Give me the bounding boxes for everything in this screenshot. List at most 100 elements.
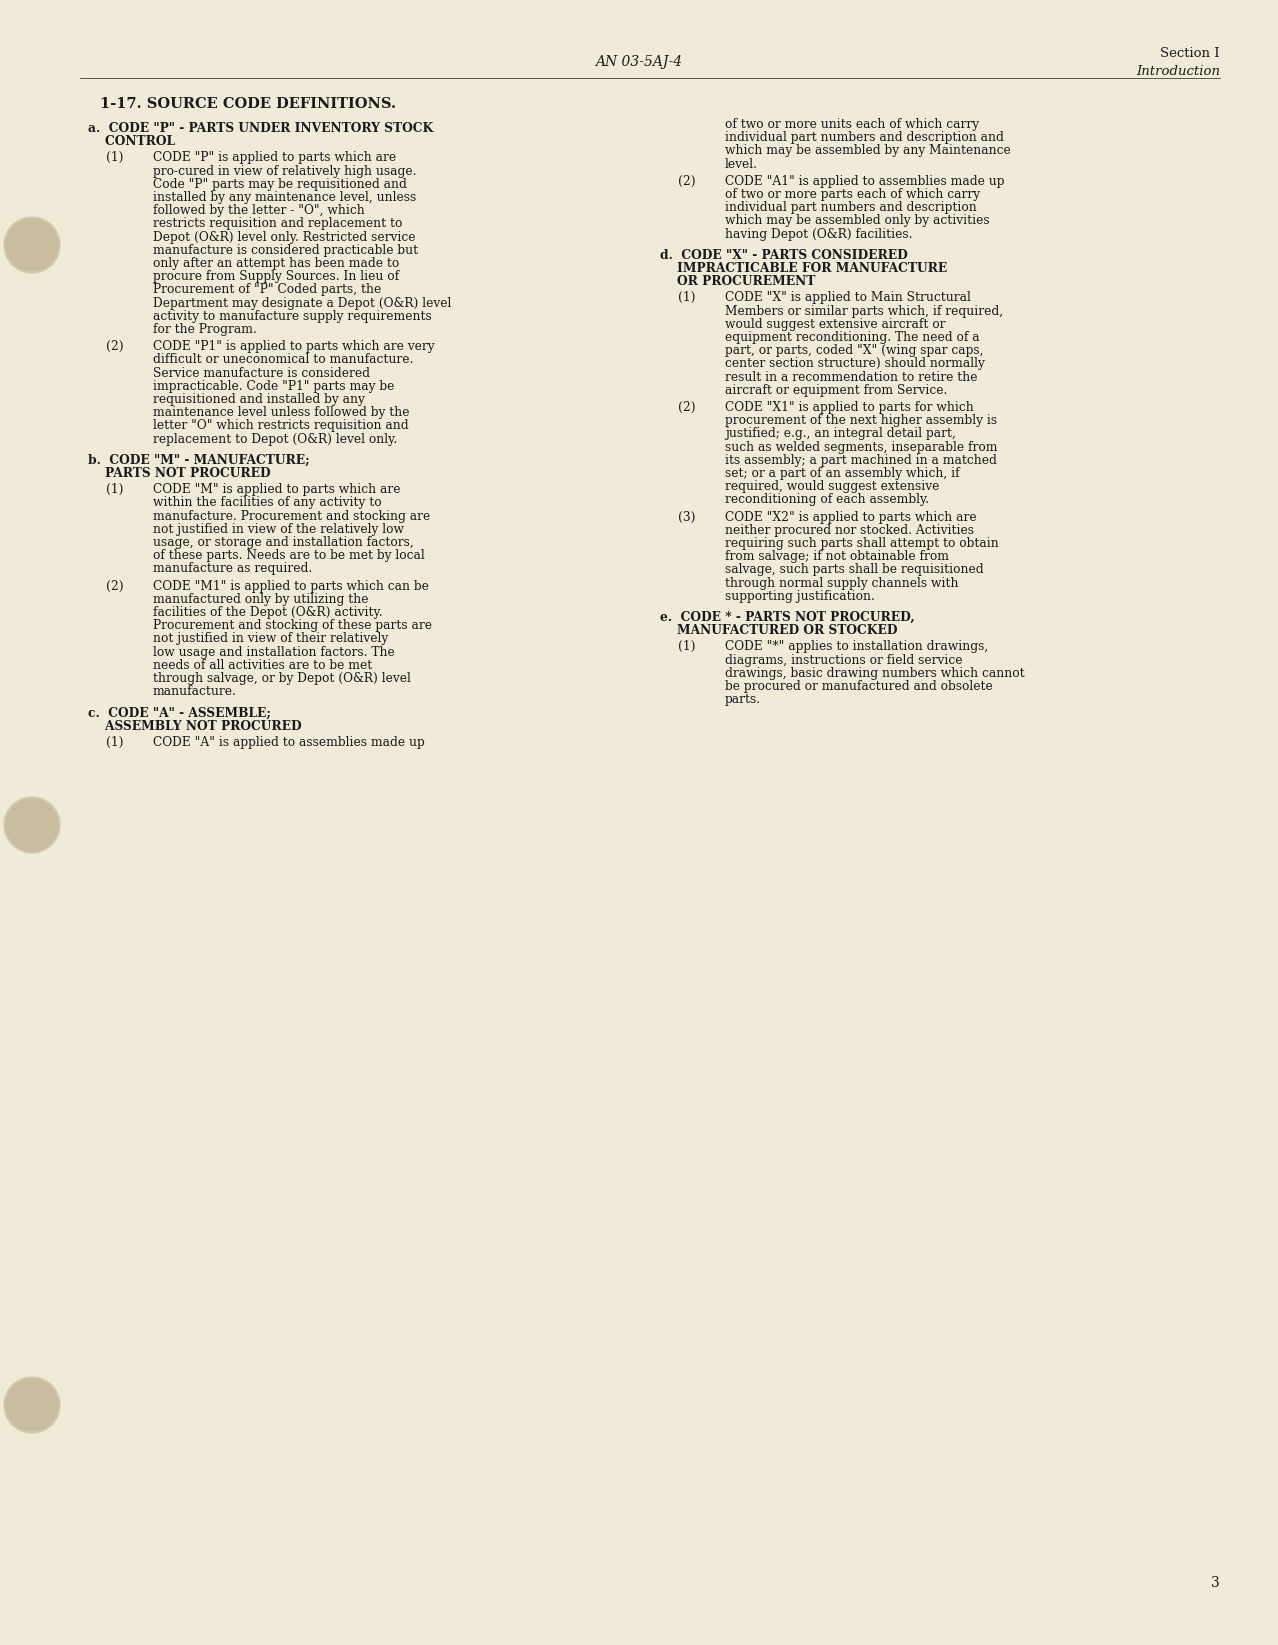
Text: MANUFACTURED OR STOCKED: MANUFACTURED OR STOCKED [659,623,897,637]
Text: its assembly; a part machined in a matched: its assembly; a part machined in a match… [725,454,997,467]
Text: salvage, such parts shall be requisitioned: salvage, such parts shall be requisition… [725,563,984,576]
Text: impracticable. Code "P1" parts may be: impracticable. Code "P1" parts may be [153,380,395,393]
Text: IMPRACTICABLE FOR MANUFACTURE: IMPRACTICABLE FOR MANUFACTURE [659,262,947,275]
Text: Members or similar parts which, if required,: Members or similar parts which, if requi… [725,304,1003,317]
Text: justified; e.g., an integral detail part,: justified; e.g., an integral detail part… [725,428,956,441]
Text: c.  CODE "A" - ASSEMBLE;: c. CODE "A" - ASSEMBLE; [88,706,271,719]
Text: through normal supply channels with: through normal supply channels with [725,577,958,589]
Text: through salvage, or by Depot (O&R) level: through salvage, or by Depot (O&R) level [153,673,410,684]
Text: CONTROL: CONTROL [88,135,175,148]
Text: manufacture.: manufacture. [153,686,236,697]
Text: such as welded segments, inseparable from: such as welded segments, inseparable fro… [725,441,998,454]
Text: difficult or uneconomical to manufacture.: difficult or uneconomical to manufacture… [153,354,413,367]
Text: result in a recommendation to retire the: result in a recommendation to retire the [725,370,978,383]
Text: parts.: parts. [725,693,762,706]
Text: reconditioning of each assembly.: reconditioning of each assembly. [725,494,929,507]
Text: CODE "M1" is applied to parts which can be: CODE "M1" is applied to parts which can … [153,579,429,592]
Text: Introduction: Introduction [1136,66,1220,77]
Text: activity to manufacture supply requirements: activity to manufacture supply requireme… [153,309,432,322]
Text: maintenance level unless followed by the: maintenance level unless followed by the [153,406,409,419]
Text: Depot (O&R) level only. Restricted service: Depot (O&R) level only. Restricted servi… [153,230,415,243]
Text: from salvage; if not obtainable from: from salvage; if not obtainable from [725,549,950,563]
Text: Code "P" parts may be requisitioned and: Code "P" parts may be requisitioned and [153,178,406,191]
Text: CODE "P1" is applied to parts which are very: CODE "P1" is applied to parts which are … [153,341,435,354]
Text: procurement of the next higher assembly is: procurement of the next higher assembly … [725,415,997,428]
Text: manufactured only by utilizing the: manufactured only by utilizing the [153,592,368,605]
Text: diagrams, instructions or field service: diagrams, instructions or field service [725,653,962,666]
Text: center section structure) should normally: center section structure) should normall… [725,357,985,370]
Text: for the Program.: for the Program. [153,322,257,336]
Text: level.: level. [725,158,758,171]
Text: requisitioned and installed by any: requisitioned and installed by any [153,393,366,406]
Circle shape [4,796,60,854]
Text: usage, or storage and installation factors,: usage, or storage and installation facto… [153,536,414,549]
Text: requiring such parts shall attempt to obtain: requiring such parts shall attempt to ob… [725,536,998,549]
Text: letter "O" which restricts requisition and: letter "O" which restricts requisition a… [153,419,409,433]
Text: manufacture is considered practicable but: manufacture is considered practicable bu… [153,243,418,257]
Text: (1): (1) [106,735,124,748]
Text: (1): (1) [106,151,124,164]
Text: Service manufacture is considered: Service manufacture is considered [153,367,371,380]
Text: AN 03-5AJ-4: AN 03-5AJ-4 [596,54,682,69]
Text: Procurement and stocking of these parts are: Procurement and stocking of these parts … [153,619,432,632]
Text: neither procured nor stocked. Activities: neither procured nor stocked. Activities [725,523,974,536]
Text: (3): (3) [679,510,695,523]
Text: only after an attempt has been made to: only after an attempt has been made to [153,257,399,270]
Text: manufacture. Procurement and stocking are: manufacture. Procurement and stocking ar… [153,510,431,523]
Text: of two or more parts each of which carry: of two or more parts each of which carry [725,188,980,201]
Text: pro-cured in view of relatively high usage.: pro-cured in view of relatively high usa… [153,164,417,178]
Text: PARTS NOT PROCURED: PARTS NOT PROCURED [88,467,271,480]
Text: b.  CODE "M" - MANUFACTURE;: b. CODE "M" - MANUFACTURE; [88,454,309,467]
Text: not justified in view of the relatively low: not justified in view of the relatively … [153,523,404,536]
Text: 3: 3 [1212,1576,1220,1591]
Text: d.  CODE "X" - PARTS CONSIDERED: d. CODE "X" - PARTS CONSIDERED [659,248,907,262]
Text: followed by the letter - "O", which: followed by the letter - "O", which [153,204,364,217]
Text: having Depot (O&R) facilities.: having Depot (O&R) facilities. [725,227,912,240]
Circle shape [6,799,58,850]
Circle shape [4,217,60,273]
Text: replacement to Depot (O&R) level only.: replacement to Depot (O&R) level only. [153,433,397,446]
Text: procure from Supply Sources. In lieu of: procure from Supply Sources. In lieu of [153,270,399,283]
Text: Section I: Section I [1160,48,1220,59]
Circle shape [4,1377,60,1433]
Text: CODE "X2" is applied to parts which are: CODE "X2" is applied to parts which are [725,510,976,523]
Text: CODE "X1" is applied to parts for which: CODE "X1" is applied to parts for which [725,401,974,415]
Text: which may be assembled by any Maintenance: which may be assembled by any Maintenanc… [725,145,1011,158]
Text: CODE "X" is applied to Main Structural: CODE "X" is applied to Main Structural [725,291,971,304]
Text: OR PROCUREMENT: OR PROCUREMENT [659,275,815,288]
Text: part, or parts, coded "X" (wing spar caps,: part, or parts, coded "X" (wing spar cap… [725,344,984,357]
Text: e.  CODE * - PARTS NOT PROCURED,: e. CODE * - PARTS NOT PROCURED, [659,610,915,623]
Text: restricts requisition and replacement to: restricts requisition and replacement to [153,217,403,230]
Text: would suggest extensive aircraft or: would suggest extensive aircraft or [725,317,946,331]
Text: (2): (2) [679,174,695,188]
Text: a.  CODE "P" - PARTS UNDER INVENTORY STOCK: a. CODE "P" - PARTS UNDER INVENTORY STOC… [88,122,433,135]
Circle shape [6,219,58,271]
Text: drawings, basic drawing numbers which cannot: drawings, basic drawing numbers which ca… [725,666,1025,679]
Text: individual part numbers and description: individual part numbers and description [725,201,976,214]
Text: low usage and installation factors. The: low usage and installation factors. The [153,645,395,658]
Circle shape [6,1379,58,1431]
Text: not justified in view of their relatively: not justified in view of their relativel… [153,632,389,645]
Text: installed by any maintenance level, unless: installed by any maintenance level, unle… [153,191,417,204]
Text: of these parts. Needs are to be met by local: of these parts. Needs are to be met by l… [153,549,424,563]
Text: within the facilities of any activity to: within the facilities of any activity to [153,497,382,510]
Text: manufacture as required.: manufacture as required. [153,563,312,576]
Text: supporting justification.: supporting justification. [725,591,875,602]
Text: set; or a part of an assembly which, if: set; or a part of an assembly which, if [725,467,960,480]
Text: facilities of the Depot (O&R) activity.: facilities of the Depot (O&R) activity. [153,605,382,619]
Text: 1-17. SOURCE CODE DEFINITIONS.: 1-17. SOURCE CODE DEFINITIONS. [100,97,396,110]
Text: CODE "A" is applied to assemblies made up: CODE "A" is applied to assemblies made u… [153,735,424,748]
Text: needs of all activities are to be met: needs of all activities are to be met [153,658,372,671]
Text: (1): (1) [679,291,695,304]
Text: equipment reconditioning. The need of a: equipment reconditioning. The need of a [725,331,980,344]
Text: (2): (2) [679,401,695,415]
Text: ASSEMBLY NOT PROCURED: ASSEMBLY NOT PROCURED [88,719,302,732]
Text: Procurement of "P" Coded parts, the: Procurement of "P" Coded parts, the [153,283,381,296]
Text: (1): (1) [679,640,695,653]
Text: aircraft or equipment from Service.: aircraft or equipment from Service. [725,383,947,396]
Text: CODE "A1" is applied to assemblies made up: CODE "A1" is applied to assemblies made … [725,174,1005,188]
Text: be procured or manufactured and obsolete: be procured or manufactured and obsolete [725,679,993,693]
Text: CODE "M" is applied to parts which are: CODE "M" is applied to parts which are [153,484,400,497]
Text: CODE "P" is applied to parts which are: CODE "P" is applied to parts which are [153,151,396,164]
Text: required, would suggest extensive: required, would suggest extensive [725,480,939,494]
